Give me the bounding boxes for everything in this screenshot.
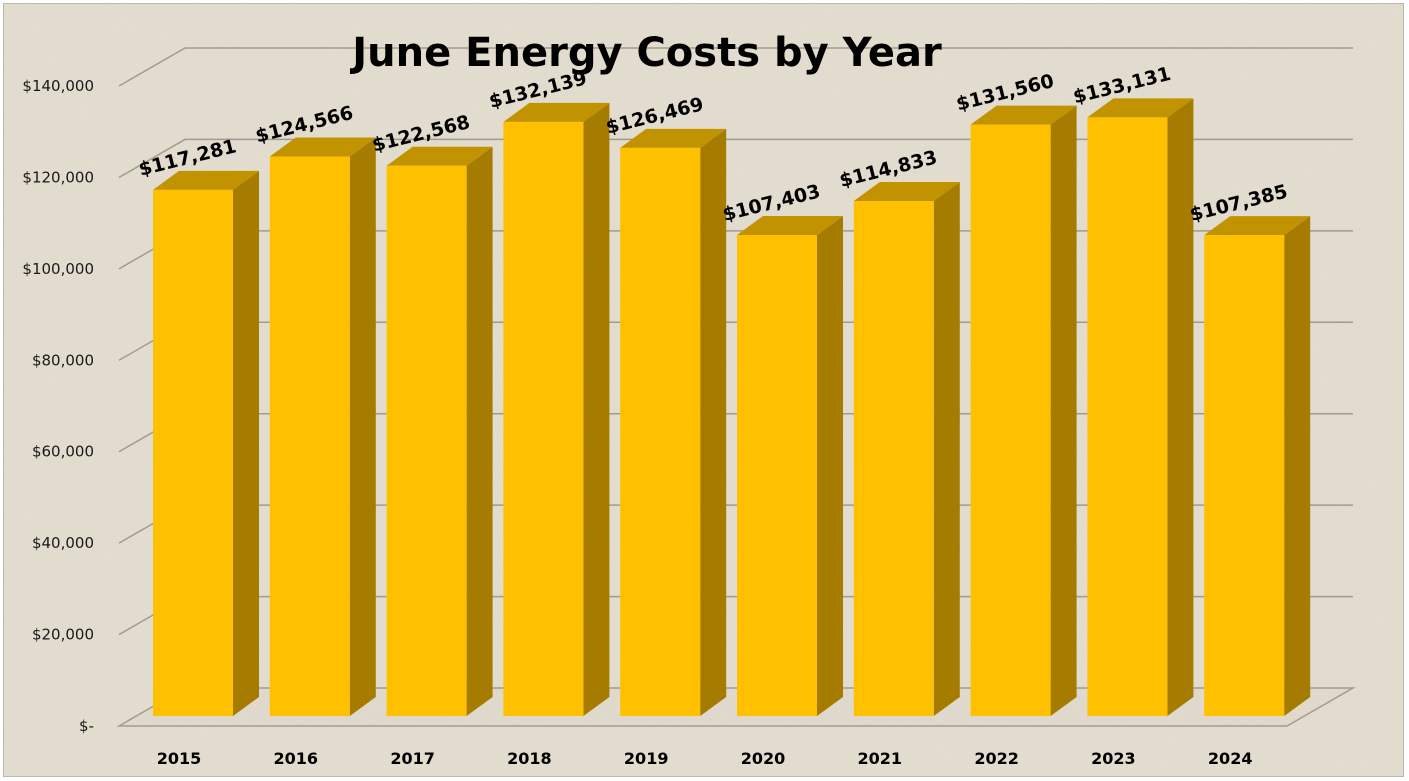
bar-front [269, 156, 350, 717]
bar [269, 137, 376, 717]
bar [1204, 216, 1311, 716]
bar-top [853, 182, 960, 202]
bar [853, 182, 960, 717]
bar-front [1087, 117, 1168, 717]
bar-side [233, 170, 259, 717]
x-tick-label: 2016 [274, 749, 319, 768]
bar-front [1204, 235, 1285, 716]
bar-front [386, 165, 467, 716]
y-axis: $- $20,000 $40,000 $60,000 $80,000 $100,000 $1… [22, 77, 94, 735]
bar-top [153, 170, 259, 190]
chart-frame: $- $20,000 $40,000 $60,000 $80,000 $100,000 $1… [3, 3, 1404, 777]
plot-area: $- $20,000 $40,000 $60,000 $80,000 $100,000 $1… [22, 47, 1356, 768]
y-tick-label: $80,000 [32, 351, 94, 369]
x-tick-label: 2020 [741, 749, 786, 768]
bar-top [620, 128, 727, 148]
bar-top [1204, 216, 1311, 236]
bar-side [1284, 216, 1311, 716]
y-tick-label: $100,000 [22, 260, 94, 278]
bar-front [153, 189, 233, 717]
bar-front [853, 201, 934, 717]
y-tick-label: $40,000 [32, 534, 94, 552]
bar-side [583, 102, 610, 717]
gridline [118, 138, 1353, 179]
bar-side [1167, 98, 1194, 717]
bar [737, 216, 843, 716]
bar-top [970, 105, 1077, 125]
x-tick-label: 2017 [390, 749, 435, 768]
bar-top [269, 137, 376, 157]
bar [1087, 98, 1194, 717]
bar [620, 128, 727, 716]
x-tick-label: 2015 [157, 749, 202, 768]
bar [386, 146, 493, 716]
bar-front [970, 124, 1051, 716]
x-tick-label: 2022 [974, 749, 1019, 768]
gridline [118, 47, 1353, 87]
bar-side [466, 146, 493, 716]
bar-top [1087, 98, 1194, 118]
bar-side [817, 216, 843, 716]
y-tick-label: $60,000 [32, 443, 94, 461]
bars [153, 98, 1311, 717]
bar-side [1050, 105, 1077, 716]
x-tick-label: 2021 [858, 749, 903, 768]
y-tick-label: $140,000 [22, 77, 94, 95]
x-tick-label: 2019 [624, 749, 669, 768]
y-tick-label: $- [79, 717, 94, 735]
bar [503, 102, 610, 717]
bar-side [700, 128, 727, 716]
bar-front [620, 147, 701, 716]
bar-side [349, 137, 376, 717]
bar-top [386, 146, 493, 166]
bar [970, 105, 1077, 716]
y-tick-label: $120,000 [22, 168, 94, 186]
bar-front [737, 235, 817, 716]
chart-title: June Energy Costs by Year [349, 30, 942, 76]
bar-top [737, 216, 843, 236]
bar-top [503, 102, 610, 122]
chart-canvas: $- $20,000 $40,000 $60,000 $80,000 $100,000 $1… [4, 4, 1403, 776]
y-tick-label: $20,000 [32, 626, 94, 644]
bar-side [933, 182, 960, 717]
x-tick-label: 2024 [1208, 749, 1253, 768]
x-tick-label: 2018 [507, 749, 552, 768]
x-tick-label: 2023 [1091, 749, 1136, 768]
bar-front [503, 121, 584, 717]
bar [153, 170, 259, 717]
x-axis: 2015 2016 2017 2018 2019 2020 2021 2022 2023 2024 [157, 749, 1253, 768]
